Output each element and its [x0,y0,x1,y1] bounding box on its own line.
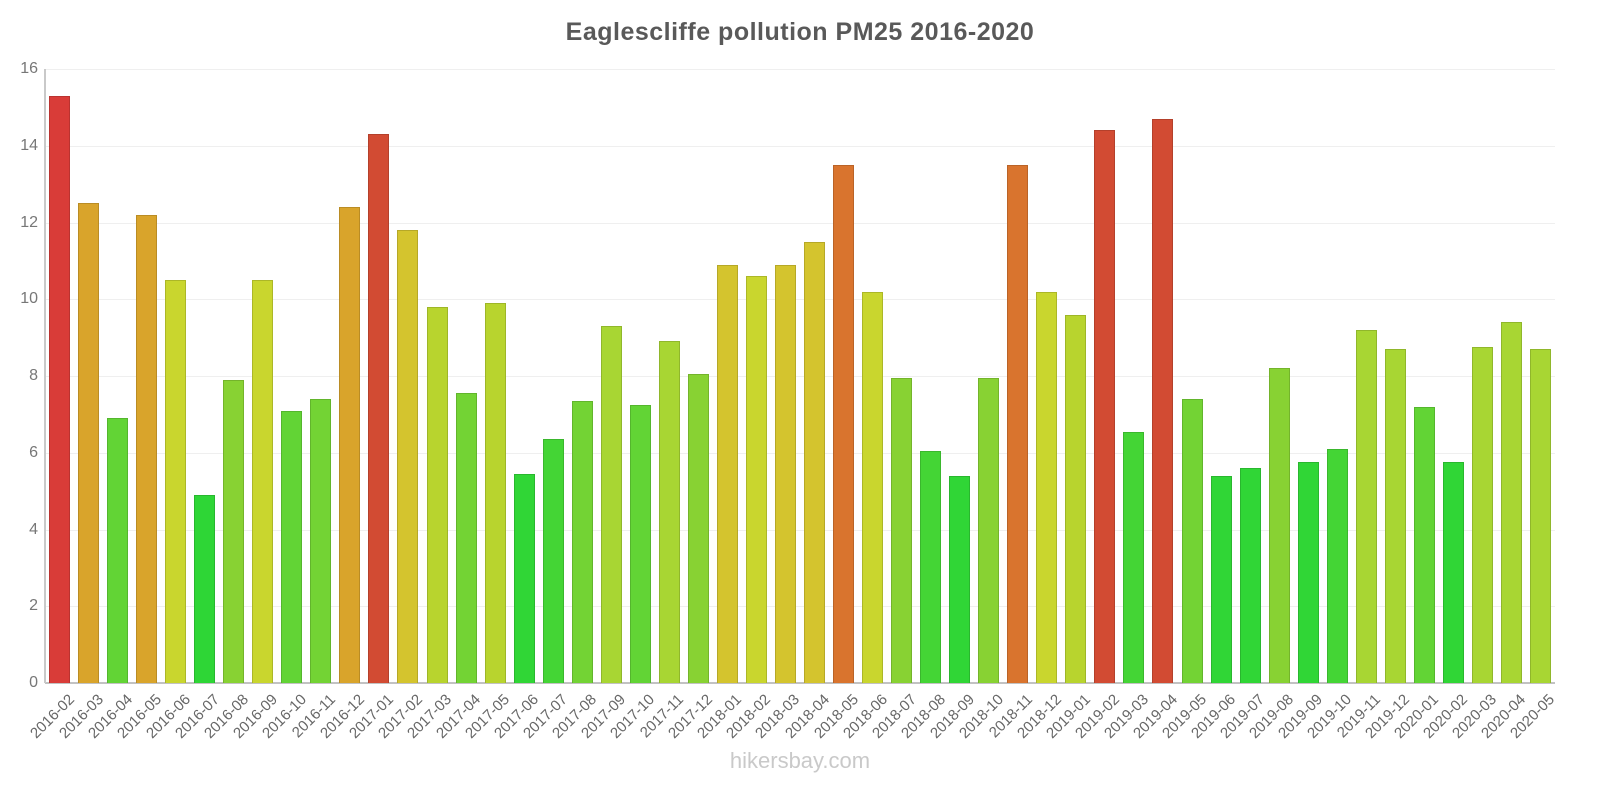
bar-2018-08 [920,450,942,683]
gridline-y-2 [45,606,1555,608]
gridline-y-4 [45,529,1555,531]
bar-2019-09 [1297,462,1319,683]
gridline-y-14 [45,145,1555,147]
bar-2018-07 [891,377,913,683]
bar-2016-03 [78,203,100,683]
bar-2017-08 [571,400,593,683]
bar-2019-08 [1268,368,1290,683]
bar-2020-04 [1500,322,1522,683]
bar-2016-07 [194,494,216,683]
bar-2016-12 [339,207,361,683]
bar-2017-10 [629,404,651,683]
bar-2019-06 [1210,475,1232,683]
bar-2019-07 [1239,468,1261,683]
bar-2019-01 [1065,314,1087,683]
bar-2018-05 [833,164,855,683]
y-tick-label: 2 [29,597,38,615]
bar-2020-01 [1413,406,1435,683]
bar-2020-05 [1529,349,1551,683]
gridline-y-0 [45,682,1555,684]
bar-2019-04 [1152,118,1174,683]
y-tick-label: 16 [20,60,38,77]
bar-2019-05 [1181,399,1203,683]
chart-title: Eaglescliffe pollution PM25 2016-2020 [565,18,1035,46]
y-tick-label: 0 [29,674,38,691]
y-tick-label: 14 [20,136,38,154]
bar-2018-04 [804,241,826,683]
watermark: hikersbay.com [729,748,871,773]
y-tick-label: 8 [29,367,38,384]
bar-2018-11 [1007,164,1029,683]
bar-2017-11 [658,341,680,683]
bar-2017-09 [600,326,622,683]
bar-2019-11 [1355,329,1377,683]
bar-2018-02 [745,276,767,683]
bar-2020-02 [1442,462,1464,683]
bar-2016-05 [136,214,158,683]
bar-2016-10 [281,410,303,683]
bar-2019-03 [1123,431,1145,683]
bar-2016-02 [49,95,71,683]
bar-2018-09 [949,475,971,683]
y-tick-label: 4 [29,520,38,538]
bar-2017-05 [484,303,506,683]
bar-2016-09 [252,280,274,683]
bar-2020-03 [1471,347,1493,683]
bar-2018-06 [862,291,884,683]
bar-2017-04 [455,393,477,683]
bar-2017-12 [687,374,709,683]
gridline-y-8 [45,376,1555,377]
y-axis-line [44,69,46,683]
y-tick-label: 12 [20,213,38,231]
bar-2018-01 [716,264,738,683]
bar-2016-06 [165,280,187,683]
bar-2017-01 [368,134,390,683]
bar-2016-08 [223,379,245,683]
gridline-y-12 [45,222,1555,224]
bar-2018-12 [1036,291,1058,683]
y-tick-label: 6 [29,443,38,461]
gridline-y-6 [45,452,1555,454]
bar-2019-12 [1384,349,1406,683]
gridline-y-10 [45,299,1555,301]
bar-2018-10 [978,377,1000,683]
gridline-y-16 [45,69,1555,70]
bar-2017-07 [542,439,564,683]
bar-2017-02 [397,230,419,683]
bar-2019-02 [1094,130,1116,683]
bar-2017-06 [513,473,535,683]
bar-2016-04 [107,418,129,683]
bar-2018-03 [774,264,796,683]
bar-2016-11 [310,399,332,683]
bar-2017-03 [426,306,448,683]
bar-2019-10 [1326,448,1348,683]
y-tick-label: 10 [20,290,38,308]
